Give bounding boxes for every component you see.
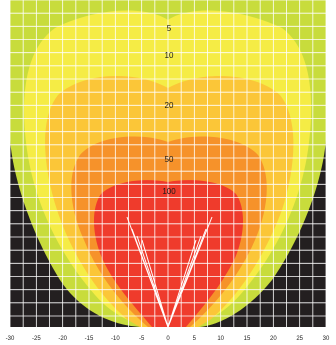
x-tick-label: 30: [323, 336, 330, 342]
contour-label-20: 20: [165, 101, 174, 110]
contour-label-100: 100: [162, 187, 176, 196]
x-axis-tick-labels: -30 -25 -20 -15 -10 -5 0 5 10 15 20 25 30: [6, 336, 330, 342]
x-tick-label: -5: [139, 336, 145, 342]
x-tick-label: -25: [32, 336, 41, 342]
x-tick-label: -20: [58, 336, 67, 342]
x-tick-label: 20: [270, 336, 277, 342]
x-tick-label: -30: [6, 336, 15, 342]
x-tick-label: 25: [296, 336, 303, 342]
contour-label-10: 10: [165, 51, 174, 60]
beam-line: [167, 235, 202, 328]
x-tick-label: 10: [217, 336, 224, 342]
contour-region-100: [93, 180, 244, 327]
contour-label-50: 50: [165, 155, 174, 164]
contour-label-5: 5: [167, 24, 172, 33]
x-tick-label: 15: [244, 336, 251, 342]
x-tick-label: -15: [85, 336, 94, 342]
beam-line: [141, 239, 169, 328]
beam-lines: [126, 216, 213, 328]
x-tick-label: -10: [111, 336, 120, 342]
beam-line: [167, 239, 197, 328]
beam-line: [136, 235, 169, 328]
x-tick-label: 0: [166, 336, 170, 342]
grid: [9, 0, 327, 327]
x-tick-label: 5: [193, 336, 197, 342]
